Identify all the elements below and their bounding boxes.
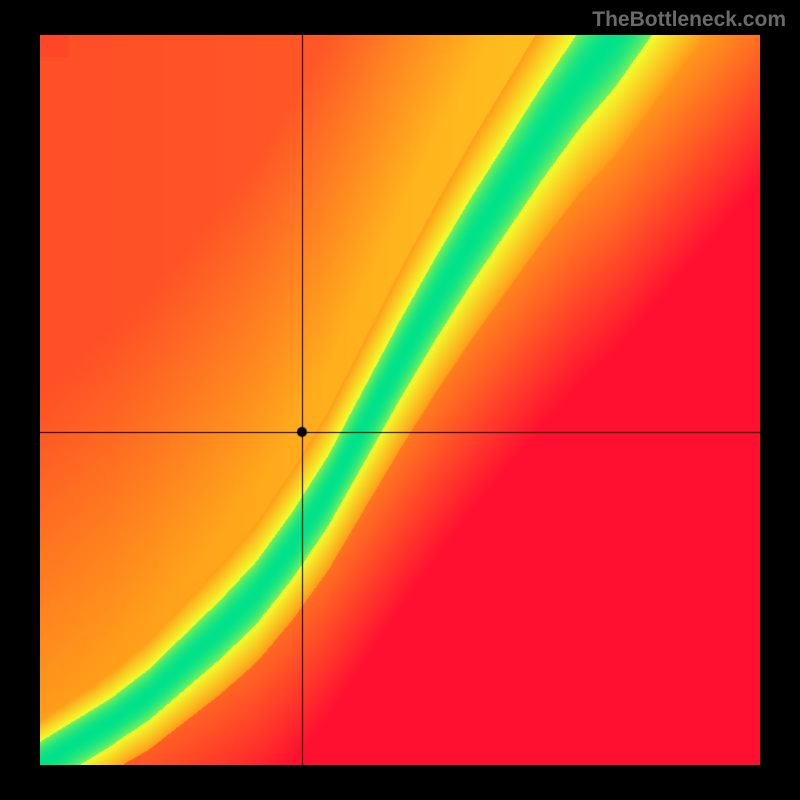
figure-container: TheBottleneck.com bbox=[0, 0, 800, 800]
heatmap-canvas bbox=[40, 35, 760, 765]
plot-area bbox=[40, 35, 760, 765]
watermark-text: TheBottleneck.com bbox=[592, 8, 786, 32]
plot-outer-frame bbox=[0, 0, 800, 800]
